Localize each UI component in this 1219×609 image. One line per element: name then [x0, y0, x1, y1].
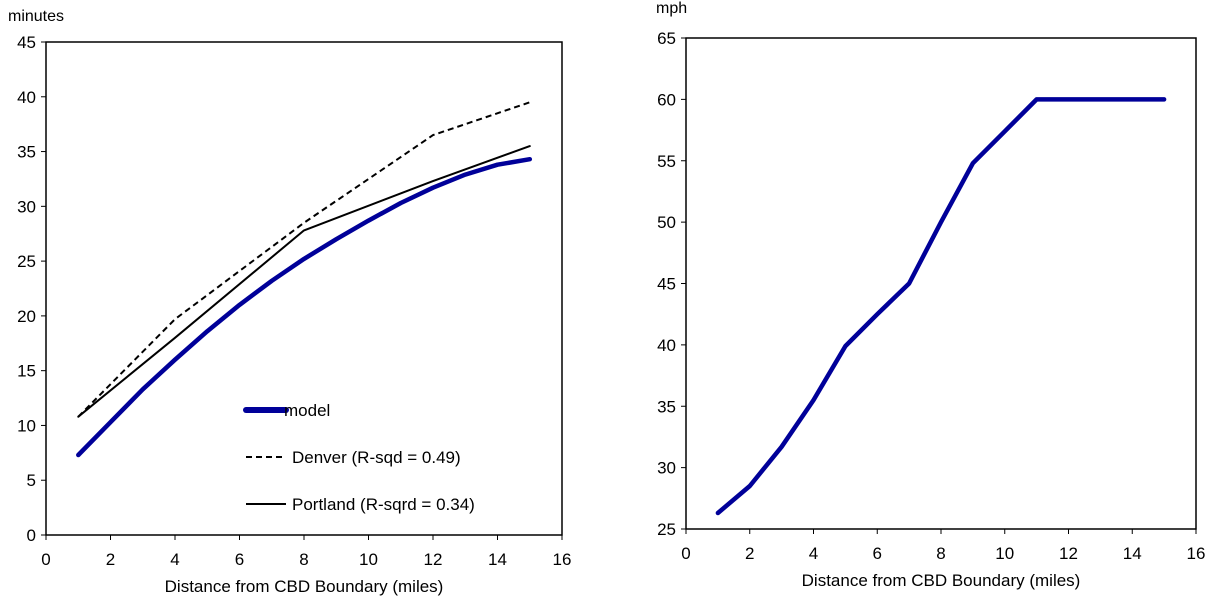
y-tick-label: 40 [17, 88, 36, 107]
x-tick-label: 2 [745, 544, 754, 563]
x-tick-label: 14 [488, 550, 507, 569]
x-tick-label: 8 [936, 544, 945, 563]
y-tick-label: 30 [657, 459, 676, 478]
speed-chart: 25 30 35 40 45 50 55 60 65 0 2 4 6 8 10 12 14 16 mph Distan… [656, 0, 1205, 590]
y-tick-label: 65 [657, 29, 676, 48]
series-line-0 [715, 97, 1167, 516]
legend-label: Portland (R-sqrd = 0.34) [292, 495, 475, 514]
series-line-portland [77, 145, 531, 418]
y-tick-label: 25 [657, 520, 676, 539]
y-tick-label: 25 [17, 252, 36, 271]
y-tick-label: 60 [657, 90, 676, 109]
x-tick-label: 4 [170, 550, 179, 569]
y-tick-label: 0 [27, 526, 36, 545]
y-tick-label: 15 [17, 362, 36, 381]
y-axis-label: minutes [8, 8, 64, 25]
x-tick-label: 10 [995, 544, 1014, 563]
y-tick-label: 50 [657, 213, 676, 232]
x-tick-label: 6 [873, 544, 882, 563]
y-tick-label: 40 [657, 336, 676, 355]
x-tick-label: 10 [359, 550, 378, 569]
x-tick-label: 14 [1123, 544, 1142, 563]
x-tick-label: 12 [424, 550, 443, 569]
y-tick-label: 35 [657, 397, 676, 416]
y-axis-label: mph [656, 0, 687, 17]
series-line-model [76, 156, 533, 458]
plot-area [685, 37, 1197, 530]
y-tick-label: 55 [657, 152, 676, 171]
x-tick-label: 8 [299, 550, 308, 569]
x-tick-label: 6 [235, 550, 244, 569]
x-tick-label: 0 [41, 550, 50, 569]
x-tick-label: 16 [1187, 544, 1206, 563]
x-axis-label: Distance from CBD Boundary (miles) [802, 571, 1081, 590]
legend-label: model [284, 401, 330, 420]
y-tick-label: 5 [27, 471, 36, 490]
x-tick-label: 16 [553, 550, 572, 569]
y-tick-label: 45 [657, 275, 676, 294]
x-axis-label: Distance from CBD Boundary (miles) [165, 577, 444, 596]
y-tick-label: 10 [17, 416, 36, 435]
y-tick-label: 35 [17, 143, 36, 162]
travel-time-chart: 0 5 10 15 20 25 30 35 40 45 0 2 4 6 8 10 12 14 16 minutes Di… [8, 8, 571, 596]
x-tick-label: 12 [1059, 544, 1078, 563]
y-tick-label: 20 [17, 307, 36, 326]
x-tick-label: 0 [681, 544, 690, 563]
x-tick-label: 4 [809, 544, 818, 563]
series-line-denver [77, 101, 531, 418]
y-tick-label: 30 [17, 197, 36, 216]
y-tick-label: 45 [17, 33, 36, 52]
x-tick-label: 2 [106, 550, 115, 569]
legend-label: Denver (R-sqd = 0.49) [292, 448, 461, 467]
